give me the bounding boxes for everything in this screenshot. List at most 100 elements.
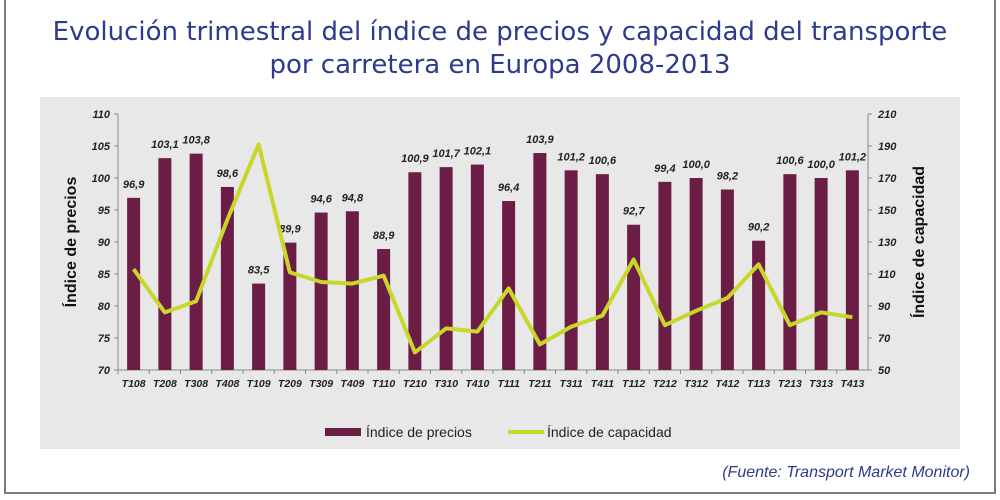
price-bar [189, 153, 203, 370]
legend-swatch-capacidad [508, 430, 544, 434]
image-frame [4, 0, 996, 494]
left-tick-label: 105 [92, 141, 111, 153]
x-tick-label: T309 [309, 378, 333, 390]
x-tick-label: T308 [184, 378, 208, 390]
price-bar [595, 174, 609, 370]
title-line-2: por carretera en Europa 2008-2013 [269, 50, 731, 80]
x-tick-label: T108 [122, 378, 146, 390]
price-bar [314, 212, 328, 370]
price-bar [408, 172, 422, 370]
right-tick-label: 190 [878, 141, 897, 153]
bar-value-label: 96,4 [498, 182, 519, 194]
x-tick-label: T410 [465, 378, 489, 390]
price-bar [752, 240, 766, 370]
x-tick-label: T411 [591, 378, 614, 390]
bar-value-label: 88,9 [373, 230, 395, 242]
x-tick-label: T112 [622, 378, 645, 390]
legend-label-precios: Índice de precios [366, 424, 472, 440]
price-bar [814, 178, 828, 370]
bar-value-label: 83,5 [248, 265, 270, 277]
title-line-1: Evolución trimestral del índice de preci… [52, 17, 948, 47]
x-tick-label: T209 [278, 378, 302, 390]
bar-value-label: 103,8 [182, 135, 210, 147]
bar-value-label: 100,9 [401, 153, 429, 165]
right-tick-label: 130 [878, 237, 897, 249]
bar-value-label: 101,2 [839, 151, 867, 163]
chart-title: Evolución trimestral del índice de preci… [0, 16, 1000, 82]
left-axis-title: Índice de precios [61, 177, 80, 308]
left-tick-label: 95 [98, 205, 111, 217]
bar-value-label: 101,2 [557, 151, 585, 163]
bar-value-label: 101,7 [432, 148, 460, 160]
price-bar [533, 153, 547, 370]
capacity-line [132, 142, 853, 355]
bar-value-label: 90,2 [748, 222, 769, 234]
price-bar [127, 197, 141, 370]
price-bar [720, 189, 734, 370]
legend-swatch-precios [325, 428, 361, 436]
price-bar [783, 174, 797, 370]
price-bar [627, 224, 641, 370]
bar-value-label: 99,4 [654, 163, 675, 175]
right-tick-label: 110 [878, 269, 896, 281]
price-bar [377, 249, 391, 370]
bar-value-label: 92,7 [623, 206, 645, 218]
right-tick-label: 50 [878, 365, 891, 377]
x-tick-label: T211 [528, 378, 551, 390]
left-tick-label: 90 [98, 237, 111, 249]
price-bar [345, 211, 359, 370]
price-bar [689, 178, 703, 370]
x-tick-label: T408 [215, 378, 239, 390]
left-tick-label: 85 [98, 269, 111, 281]
source-note: (Fuente: Transport Market Monitor) [722, 464, 970, 481]
left-tick-label: 75 [98, 333, 111, 345]
bar-value-label: 94,6 [310, 194, 332, 206]
x-tick-label: T313 [809, 378, 833, 390]
x-tick-label: T213 [778, 378, 802, 390]
bar-value-label: 98,6 [217, 168, 239, 180]
x-tick-label: T310 [434, 378, 458, 390]
bar-value-label: 94,8 [342, 192, 364, 204]
left-tick-label: 100 [92, 173, 111, 185]
x-tick-label: T210 [403, 378, 427, 390]
left-tick-label: 70 [98, 365, 111, 377]
right-tick-label: 170 [878, 173, 897, 185]
bar-value-label: 98,2 [717, 171, 738, 183]
left-tick-label: 80 [98, 301, 111, 313]
right-tick-label: 70 [878, 333, 891, 345]
right-tick-label: 90 [878, 301, 891, 313]
x-tick-label: T312 [684, 378, 708, 390]
x-tick-label: T413 [840, 378, 864, 390]
price-bar [470, 164, 484, 370]
legend-label-capacidad: Índice de capacidad [547, 424, 672, 440]
bar-value-label: 89,9 [279, 224, 301, 236]
x-tick-label: T110 [372, 378, 395, 390]
x-tick-label: T409 [340, 378, 364, 390]
bar-value-label: 96,9 [123, 179, 145, 191]
bar-value-label: 100,0 [807, 159, 835, 171]
right-axis-title: Índice de capacidad [909, 166, 928, 318]
price-bar [158, 158, 172, 370]
bar-value-label: 103,9 [526, 134, 554, 146]
left-tick-label: 110 [92, 109, 110, 121]
x-tick-label: T212 [653, 378, 677, 390]
price-bar [658, 181, 672, 370]
right-tick-label: 210 [877, 109, 897, 121]
x-tick-label: T111 [497, 378, 520, 390]
price-bar [502, 201, 516, 370]
bar-value-label: 100,6 [776, 155, 804, 167]
price-bar [564, 170, 578, 370]
bar-value-label: 100,0 [682, 159, 710, 171]
price-bar [439, 167, 453, 370]
x-tick-label: T311 [560, 378, 583, 390]
bar-value-label: 103,1 [151, 139, 179, 151]
right-tick-label: 150 [878, 205, 897, 217]
price-bar [845, 170, 859, 370]
bar-value-label: 102,1 [464, 146, 492, 158]
bar-value-label: 100,6 [589, 155, 617, 167]
x-tick-label: T109 [247, 378, 271, 390]
price-bar [252, 283, 266, 370]
x-tick-label: T208 [153, 378, 177, 390]
x-tick-label: T412 [715, 378, 739, 390]
